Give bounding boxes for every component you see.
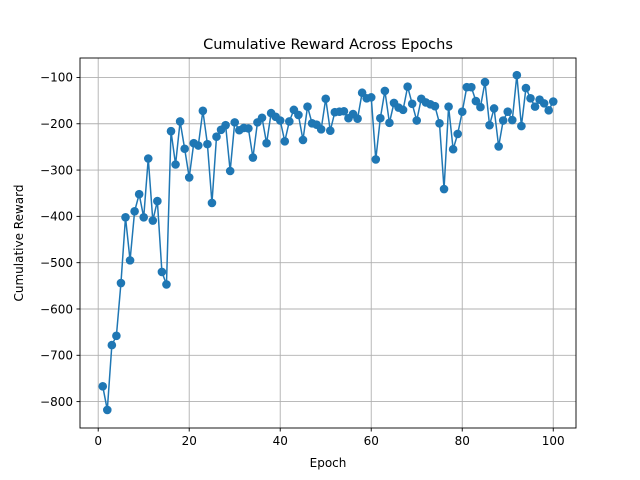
data-point (298, 135, 308, 145)
data-point (507, 115, 517, 125)
data-point (125, 256, 135, 265)
data-point (366, 93, 376, 102)
data-point (98, 382, 108, 391)
data-point (398, 105, 408, 115)
data-point (107, 340, 117, 350)
data-point (262, 138, 271, 148)
data-point (198, 106, 208, 116)
x-tick-label: 100 (542, 434, 565, 448)
y-tick-label: −300 (40, 163, 73, 177)
data-point (457, 107, 467, 117)
axis-ticks: 0 20 40 60 80 100 −800 −700 −600 −500 −400 −300 −200… (40, 71, 565, 448)
data-point (225, 166, 235, 176)
data-point (476, 102, 485, 112)
data-point (503, 107, 513, 117)
data-point (380, 86, 390, 96)
data-point (303, 102, 312, 111)
data-point (166, 126, 176, 136)
data-point (521, 83, 531, 93)
data-point (143, 154, 153, 163)
data-point (184, 173, 194, 182)
x-tick-label: 80 (455, 434, 470, 448)
data-point (285, 117, 294, 126)
data-point (248, 153, 258, 162)
data-point (439, 184, 449, 194)
data-point (153, 196, 162, 206)
data-point (480, 77, 490, 87)
y-tick-label: −500 (40, 256, 73, 270)
data-point (412, 116, 422, 125)
data-point (280, 137, 290, 146)
x-tick-label: 60 (364, 434, 379, 448)
data-point (316, 125, 326, 134)
data-point (180, 144, 189, 154)
data-point (467, 82, 476, 92)
data-point (494, 142, 503, 151)
data-point (148, 216, 158, 225)
data-point (489, 104, 499, 113)
plot-frame (79, 57, 577, 429)
data-point (435, 118, 444, 128)
data-point (130, 206, 139, 216)
data-point (112, 331, 121, 341)
data-point (430, 101, 440, 111)
y-tick-label: −400 (40, 210, 73, 224)
data-point (207, 198, 217, 208)
data-point (444, 102, 453, 111)
data-point (385, 118, 394, 128)
data-point (203, 139, 212, 149)
data-point (371, 155, 381, 164)
data-point (453, 129, 462, 139)
data-point (230, 118, 240, 127)
data-point (294, 110, 303, 120)
data-point (134, 189, 144, 199)
data-point (175, 117, 185, 126)
data-point (498, 116, 508, 125)
x-tick-label: 40 (273, 434, 288, 448)
data-point (325, 126, 335, 135)
data-point (403, 82, 412, 92)
y-tick-label: −600 (40, 302, 73, 316)
data-point (221, 120, 230, 130)
data-point (448, 144, 458, 154)
data-point (530, 102, 540, 111)
x-tick-label: 20 (182, 434, 197, 448)
data-point (471, 96, 481, 106)
data-point (544, 106, 553, 115)
x-tick-label: 0 (94, 434, 102, 448)
data-point (376, 113, 385, 123)
data-point (194, 141, 203, 150)
data-point (162, 280, 171, 289)
data-point (321, 94, 331, 104)
data-point (353, 114, 362, 123)
data-point (485, 120, 494, 130)
data-point (339, 106, 349, 116)
x-axis-label: Epoch (310, 456, 347, 470)
y-tick-label: −200 (40, 117, 73, 131)
y-tick-label: −800 (40, 395, 73, 409)
data-point (244, 124, 253, 133)
data-point (512, 70, 522, 80)
data-point (407, 99, 417, 109)
data-point (139, 213, 149, 222)
data-point (517, 121, 526, 131)
series-cumulative-reward (98, 70, 558, 415)
data-point (548, 97, 558, 106)
data-point (257, 113, 267, 123)
y-axis-label: Cumulative Reward (12, 185, 26, 302)
data-point (539, 99, 549, 108)
y-tick-label: −700 (40, 349, 73, 363)
data-point (275, 116, 285, 125)
data-point (212, 132, 221, 142)
data-point (157, 267, 167, 277)
chart-title: Cumulative Reward Across Epochs (203, 37, 453, 53)
data-point (116, 278, 126, 288)
data-point (171, 160, 180, 169)
data-point (103, 405, 112, 415)
data-point (121, 213, 130, 222)
data-point (526, 93, 535, 103)
y-tick-label: −100 (40, 71, 73, 85)
